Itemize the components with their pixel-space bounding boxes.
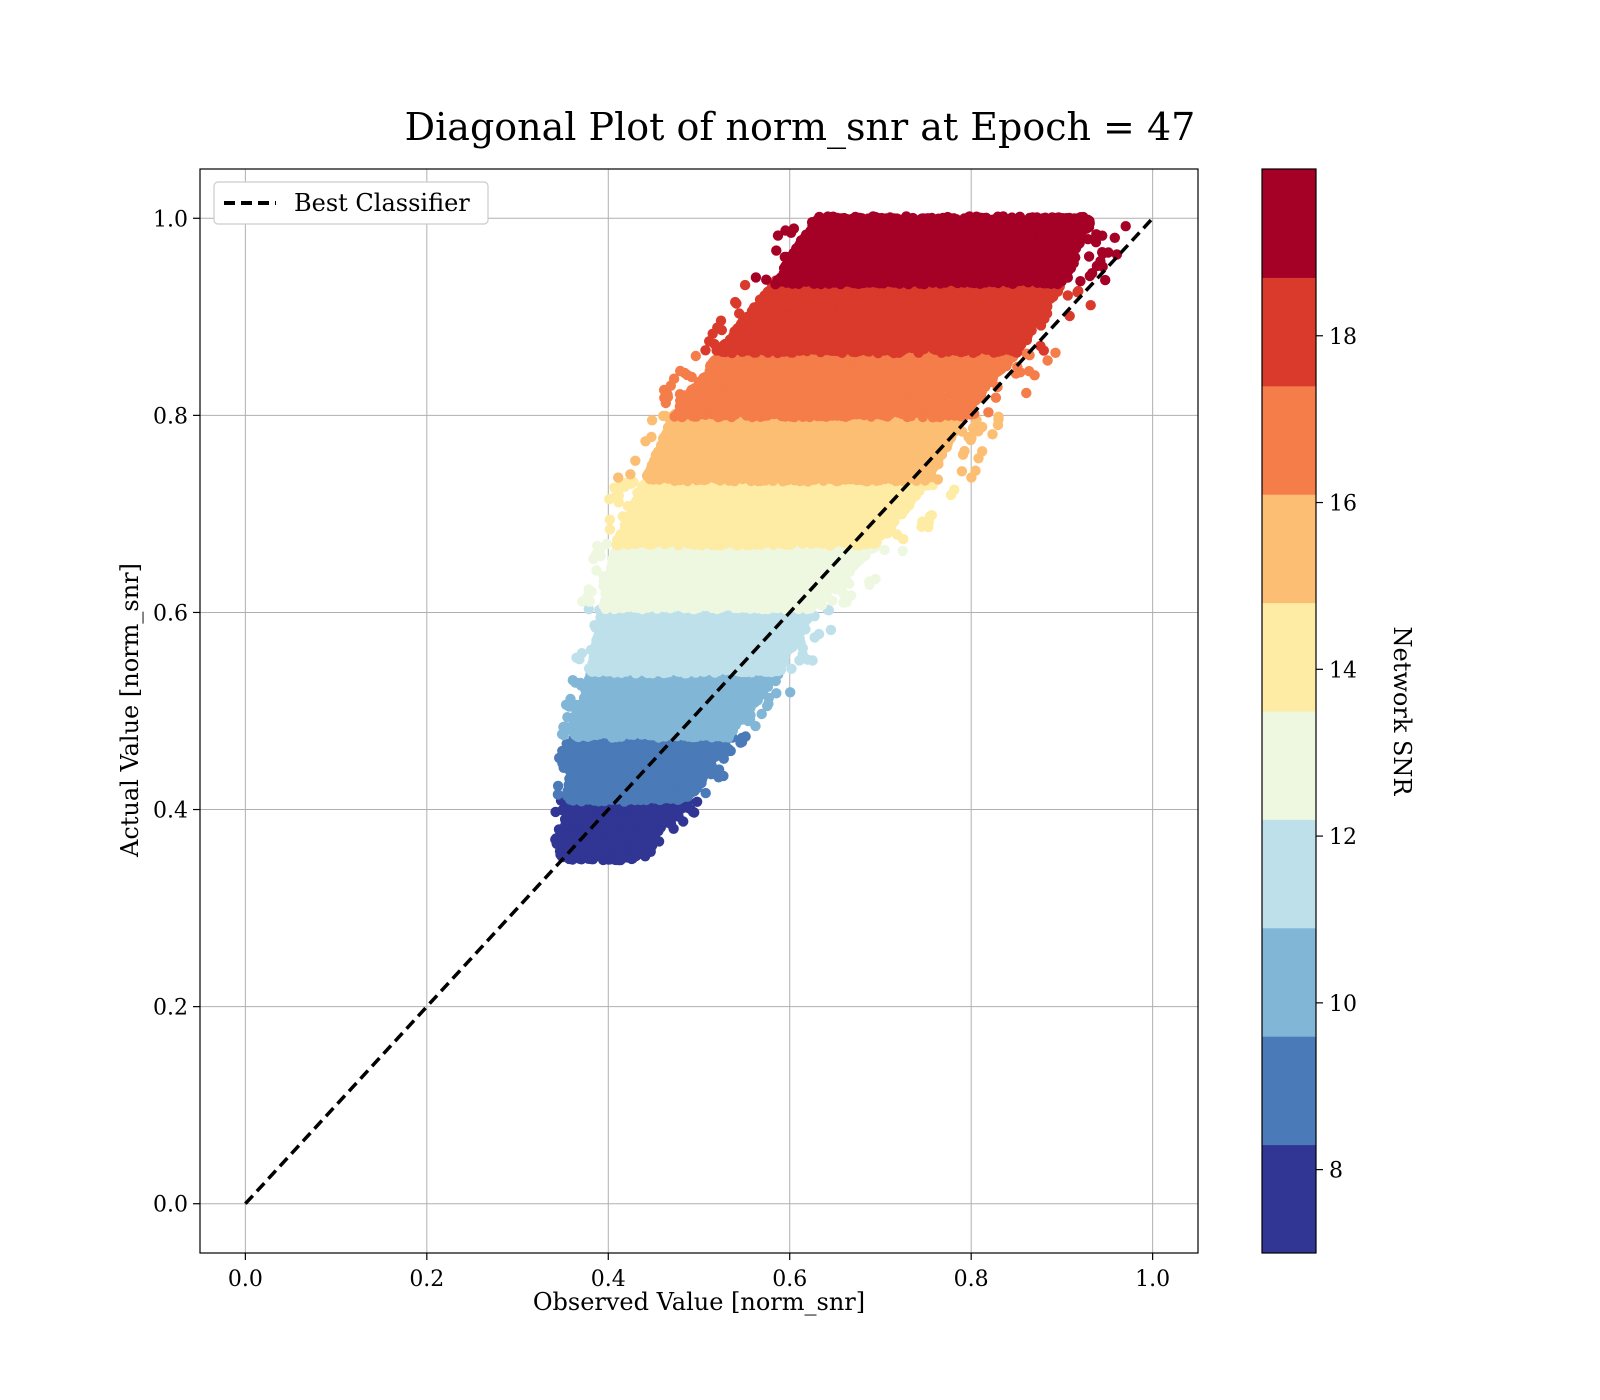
scatter-point (562, 817, 573, 829)
scatter-point (627, 853, 638, 864)
scatter-point (564, 806, 576, 817)
scatter-point (756, 708, 767, 720)
scatter-point (659, 815, 671, 826)
scatter-point (564, 701, 575, 712)
scatter-point (558, 729, 569, 741)
scatter-point (685, 803, 696, 815)
scatter-point (572, 758, 583, 769)
scatter-point (579, 699, 590, 710)
scatter-point (746, 699, 757, 710)
scatter-point (743, 715, 754, 727)
scatter-point (557, 745, 568, 757)
scatter-point (588, 688, 599, 700)
scatter-point (558, 762, 569, 773)
scatter-point (718, 753, 729, 764)
scatter-point (668, 823, 679, 834)
scatter-point (713, 764, 725, 775)
scatter-point (575, 680, 587, 691)
scatter-point (763, 692, 774, 704)
scatter-point (637, 848, 648, 859)
scatter-point (564, 794, 576, 805)
scatter-point (555, 849, 566, 860)
chart-title: Diagonal Plot of norm_snr at Epoch = 47 (405, 105, 1196, 150)
scatter-point (552, 780, 564, 792)
scatter-point (574, 723, 586, 734)
scatter-points (550, 211, 1131, 866)
scatter-point (770, 675, 781, 687)
scatter-point (562, 712, 573, 723)
scatter-point (568, 745, 579, 756)
scatter-point (566, 781, 578, 792)
scatter-point (685, 784, 696, 796)
scatter-point (693, 771, 705, 782)
scatter-point (736, 732, 748, 744)
scatter-point (678, 816, 689, 827)
scatter-point (785, 687, 796, 698)
scatter-point (653, 836, 665, 847)
scatter-point (551, 838, 562, 849)
plot-area: 0.0 0.2 0.4 0.6 0.8 1.0 0.00.20.40.60.81.0 (153, 168, 1199, 1292)
scatter-point (700, 787, 711, 799)
